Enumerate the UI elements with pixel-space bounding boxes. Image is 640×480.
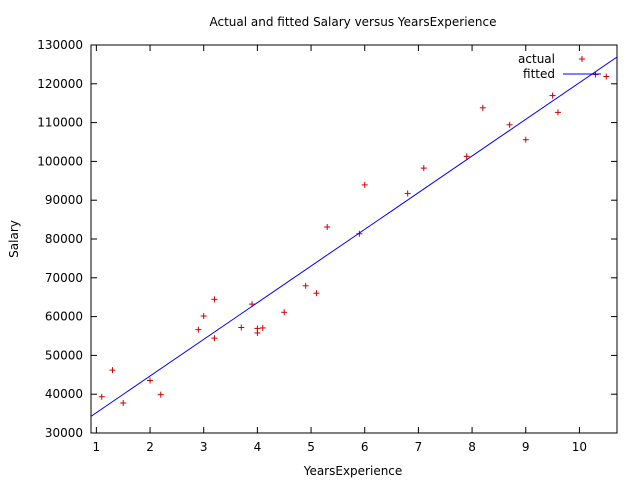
y-tick-label: 130000 [37, 38, 83, 52]
data-point [238, 324, 245, 331]
data-point [109, 367, 116, 374]
data-point [302, 282, 309, 289]
y-axis-label: Salary [7, 220, 21, 258]
plot-frame [90, 44, 618, 434]
y-tick-label: 80000 [45, 232, 83, 246]
y-tick-label: 70000 [45, 271, 83, 285]
y-axis: 30000 40000 50000 60000 70000 80000 90000 10000… [37, 38, 617, 440]
x-tick-label: 3 [200, 440, 208, 454]
data-point [157, 391, 164, 398]
x-tick-label: 6 [361, 440, 369, 454]
y-tick-label: 90000 [45, 193, 83, 207]
data-point [522, 136, 529, 143]
data-point [211, 296, 218, 303]
y-tick-label: 120000 [37, 77, 83, 91]
legend-label: actual [518, 52, 555, 66]
data-point [324, 224, 331, 231]
x-tick-label: 10 [572, 440, 587, 454]
data-point [463, 153, 470, 160]
data-point [147, 377, 154, 384]
y-tick-label: 40000 [45, 387, 83, 401]
x-tick-label: 1 [93, 440, 101, 454]
data-point [254, 325, 261, 332]
x-tick-label: 8 [468, 440, 476, 454]
data-point [361, 181, 368, 188]
chart-title: Actual and fitted Salary versus YearsExp… [209, 15, 496, 29]
data-point [549, 92, 556, 99]
data-point [554, 109, 561, 116]
data-point [420, 165, 427, 172]
data-point [200, 313, 207, 320]
legend-marker-actual [579, 56, 585, 62]
data-point [603, 73, 610, 80]
x-tick-label: 2 [146, 440, 154, 454]
data-point [98, 393, 105, 400]
data-point [313, 290, 320, 297]
x-tick-label: 4 [254, 440, 262, 454]
data-point [404, 190, 411, 197]
x-axis: 1 2 3 4 5 6 7 8 9 10 [93, 45, 587, 454]
data-point [356, 230, 363, 237]
y-tick-label: 50000 [45, 348, 83, 362]
data-point [211, 335, 218, 342]
data-point [259, 324, 266, 331]
plot-area [91, 56, 617, 417]
x-axis-label: YearsExperience [303, 464, 403, 478]
data-point [120, 400, 127, 407]
fitted-line [91, 56, 617, 417]
y-tick-label: 60000 [45, 310, 83, 324]
data-point [195, 326, 202, 333]
y-tick-label: 30000 [45, 426, 83, 440]
data-point [479, 104, 486, 111]
legend-label: fitted [523, 67, 555, 81]
data-point [281, 309, 288, 316]
y-tick-label: 110000 [37, 116, 83, 130]
x-tick-label: 5 [307, 440, 315, 454]
x-tick-label: 7 [415, 440, 423, 454]
data-point [506, 121, 513, 128]
x-tick-label: 9 [522, 440, 530, 454]
data-point [592, 71, 599, 78]
y-tick-label: 100000 [37, 154, 83, 168]
